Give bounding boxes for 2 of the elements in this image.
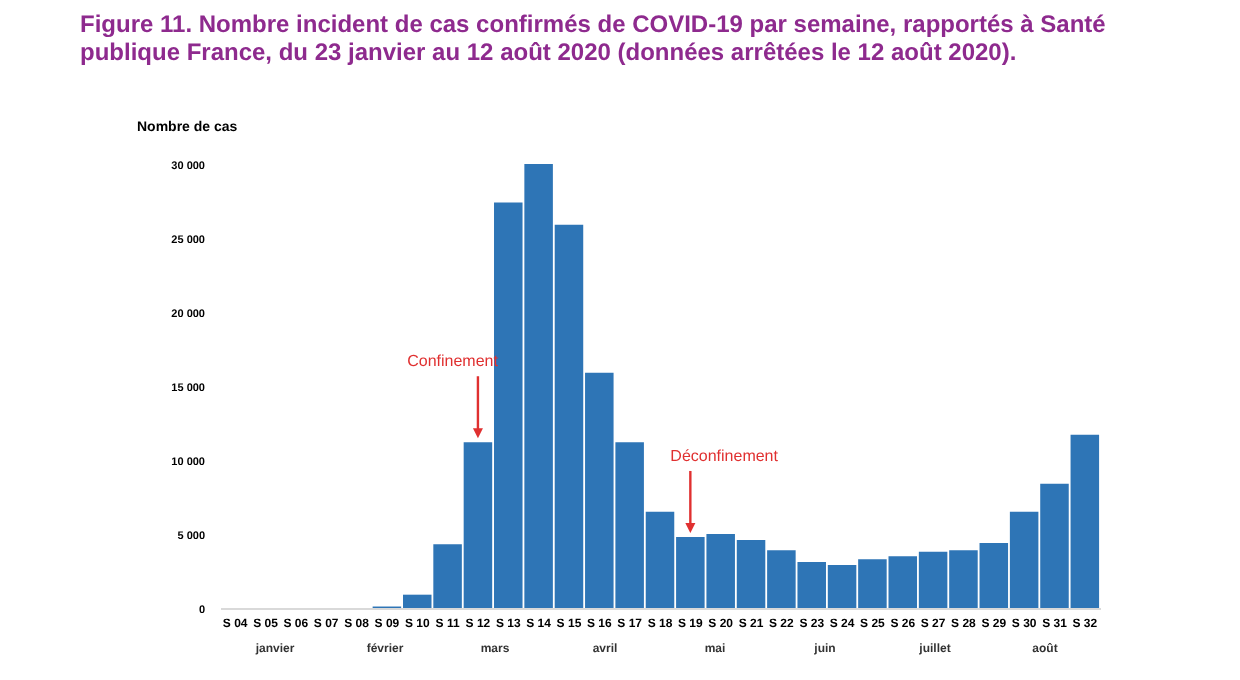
chart-title: Figure 11. Nombre incident de cas confirmés de COVID-19 par semaine, rapportés à Santé publique France, du 23 janvier au 12 août 2020 (données arrêtées le 12 août 2020).: [80, 10, 1107, 66]
annotation: Déconfinement: [670, 446, 780, 465]
